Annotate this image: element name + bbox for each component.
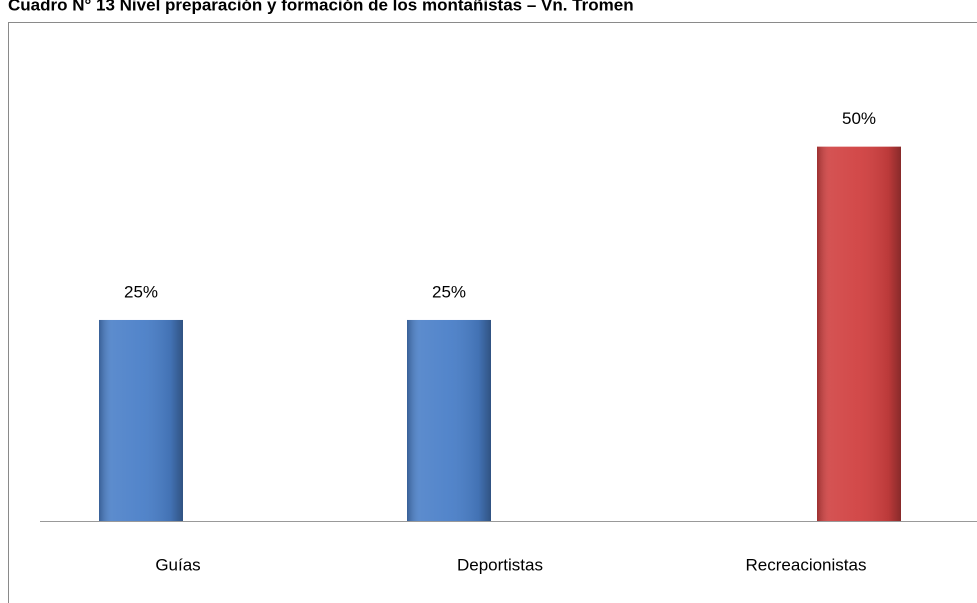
value-label: 25% (432, 282, 466, 301)
x-tick-label: Recreacionistas (746, 555, 867, 574)
bar (817, 146, 901, 521)
x-tick-label: Guías (155, 555, 200, 574)
bar (407, 319, 491, 521)
value-label: 25% (124, 282, 158, 301)
bar (99, 319, 183, 521)
value-label: 50% (842, 109, 876, 128)
chart-border (8, 22, 977, 603)
x-tick-label: Deportistas (457, 555, 543, 574)
chart-title: Cuadro N° 13 Nivel preparación y formaci… (8, 0, 634, 14)
